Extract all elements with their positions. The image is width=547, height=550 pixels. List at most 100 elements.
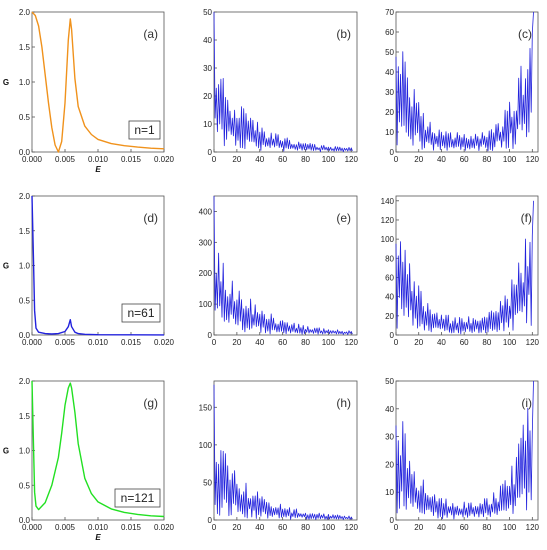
x-tick-label: 40 xyxy=(255,523,264,532)
x-tick-label: 20 xyxy=(232,338,241,347)
panel-i: 0 10 20 30 40 50 0 20 40 60 80 100 120 (i) xyxy=(385,377,539,532)
y-tick-label: 10 xyxy=(385,128,394,137)
y-tick-label: 40 xyxy=(385,293,394,302)
n-annotation-text: n=121 xyxy=(121,491,155,505)
x-tick-label: 20 xyxy=(414,523,423,532)
panel-label: (d) xyxy=(143,211,158,225)
panel-h: 0 50 100 150 0 20 40 60 80 100 120 (h) xyxy=(199,380,358,532)
x-tick-label: 20 xyxy=(232,523,241,532)
y-tick-label: 20 xyxy=(385,108,394,117)
y-tick-label: 2.0 xyxy=(19,377,31,386)
x-tick-label: 80 xyxy=(482,155,491,164)
n-annotation-box xyxy=(128,120,161,140)
x-tick-label: 100 xyxy=(322,523,336,532)
y-tick-label: 1.0 xyxy=(19,447,31,456)
y-tick-label: 0.0 xyxy=(19,331,31,340)
n-annotation-box xyxy=(114,488,161,508)
y-tick-label: 40 xyxy=(203,36,212,45)
panel-label: (g) xyxy=(143,396,158,410)
x-tick-label: 60 xyxy=(460,155,469,164)
x-axis-label: E xyxy=(95,533,101,542)
n-annotation-box xyxy=(121,303,161,323)
series-line xyxy=(31,195,165,336)
x-tick-label: 100 xyxy=(503,155,517,164)
x-tick-label: 0.015 xyxy=(121,338,142,347)
y-tick-label: 1.5 xyxy=(19,227,31,236)
series-line xyxy=(213,195,353,336)
y-tick-label: 0 xyxy=(208,331,213,340)
x-tick-label: 80 xyxy=(482,338,491,347)
series-line xyxy=(395,200,534,335)
x-tick-label: 40 xyxy=(437,155,446,164)
y-tick-label: 0 xyxy=(208,516,213,525)
x-tick-label: 60 xyxy=(278,155,287,164)
panel-d: 0.0 0.5 1.0 1.5 2.0 0.000 0.005 0.010 0.015 0.020… xyxy=(3,192,175,347)
plot-frame xyxy=(213,380,358,521)
x-tick-label: 0.015 xyxy=(121,523,142,532)
y-tick-label: 30 xyxy=(203,64,212,73)
x-tick-label: 120 xyxy=(526,523,540,532)
y-axis-label: G xyxy=(3,78,9,87)
y-tick-label: 60 xyxy=(385,28,394,37)
x-tick-label: 80 xyxy=(301,523,310,532)
y-tick-label: 1.0 xyxy=(19,262,31,271)
x-tick-label: 0 xyxy=(212,523,217,532)
y-tick-label: 400 xyxy=(199,207,213,216)
y-tick-label: 140 xyxy=(381,197,395,206)
y-tick-label: 0 xyxy=(390,516,395,525)
x-tick-label: 120 xyxy=(345,155,359,164)
x-tick-label: 20 xyxy=(232,155,241,164)
y-tick-label: 0.0 xyxy=(19,516,31,525)
panel-label: (a) xyxy=(143,27,158,41)
y-tick-label: 100 xyxy=(199,441,213,450)
x-tick-label: 0 xyxy=(212,338,217,347)
x-tick-label: 0.015 xyxy=(121,155,142,164)
x-tick-label: 0.000 xyxy=(22,155,43,164)
x-tick-label: 0.005 xyxy=(55,338,76,347)
y-tick-label: 300 xyxy=(199,238,213,247)
x-tick-label: 80 xyxy=(301,155,310,164)
y-tick-label: 1.5 xyxy=(19,412,31,421)
x-tick-label: 60 xyxy=(460,338,469,347)
y-tick-label: 1.0 xyxy=(19,78,31,87)
y-tick-label: 0.5 xyxy=(19,113,31,122)
x-tick-label: 120 xyxy=(526,338,540,347)
x-tick-label: 20 xyxy=(414,155,423,164)
y-tick-label: 50 xyxy=(385,377,394,386)
y-tick-label: 0.0 xyxy=(19,148,31,157)
x-tick-label: 100 xyxy=(322,338,336,347)
y-tick-label: 50 xyxy=(203,478,212,487)
series-line xyxy=(395,11,534,152)
series-line xyxy=(213,384,353,520)
plot-frame xyxy=(213,11,358,153)
x-tick-label: 100 xyxy=(503,338,517,347)
y-tick-label: 60 xyxy=(385,273,394,282)
y-tick-label: 2.0 xyxy=(19,192,31,201)
n-annotation-text: n=61 xyxy=(127,306,154,320)
y-tick-label: 1.5 xyxy=(19,43,31,52)
x-tick-label: 80 xyxy=(301,338,310,347)
x-tick-label: 0 xyxy=(394,523,399,532)
panel-c: 0 10 20 30 40 50 60 70 0 20 40 60 80 100 120 (c) xyxy=(385,8,539,164)
x-tick-label: 0 xyxy=(394,155,399,164)
y-tick-label: 80 xyxy=(385,254,394,263)
x-tick-label: 0 xyxy=(394,338,399,347)
y-tick-label: 2.0 xyxy=(19,8,31,17)
series-line xyxy=(31,11,165,153)
x-tick-label: 40 xyxy=(437,523,446,532)
x-tick-label: 0.010 xyxy=(88,338,109,347)
x-tick-label: 0.000 xyxy=(22,523,43,532)
panel-label: (i) xyxy=(521,396,532,410)
x-tick-label: 0.010 xyxy=(88,523,109,532)
x-axis-label: E xyxy=(95,165,101,174)
panel-b: 0 10 20 30 40 50 0 20 40 60 80 100 120 (b) xyxy=(203,8,358,164)
y-tick-label: 100 xyxy=(381,235,395,244)
x-tick-label: 120 xyxy=(526,155,540,164)
x-tick-label: 0 xyxy=(212,155,217,164)
y-tick-label: 40 xyxy=(385,405,394,414)
x-tick-label: 20 xyxy=(414,338,423,347)
y-tick-label: 200 xyxy=(199,269,213,278)
plot-frame xyxy=(213,195,358,336)
y-tick-label: 50 xyxy=(203,8,212,17)
